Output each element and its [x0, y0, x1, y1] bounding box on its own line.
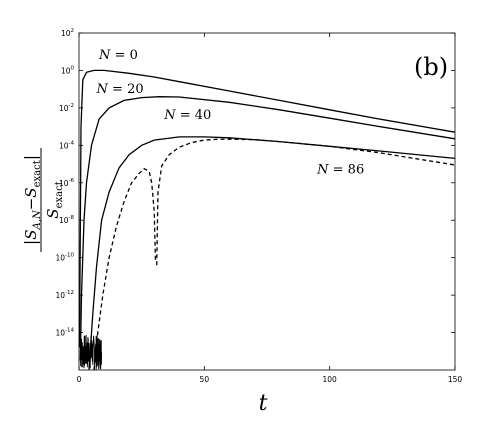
- x-tick-label: 150: [448, 375, 463, 384]
- y-axis-label: |SA,N−Sexact| Sexact: [21, 148, 65, 252]
- y-label-sub3: exact: [54, 181, 65, 208]
- y-tick-label: 10-6: [59, 178, 75, 188]
- x-ticks: 0 50 100 150: [77, 33, 463, 384]
- x-tick-label: 100: [323, 375, 338, 384]
- y-tick-label: 10-2: [59, 103, 74, 113]
- y-label-numerator: |SA,N−Sexact|: [21, 155, 43, 245]
- y-ticks: 102 100 10-2 10-4 10-6 10-8 10-10 10-12 10-14: [55, 28, 455, 338]
- y-label-s3: S: [44, 208, 62, 218]
- y-label-s1: S: [22, 229, 40, 239]
- x-tick-label: 50: [200, 375, 210, 384]
- plot-frame: [78, 32, 456, 371]
- x-tick-label: 0: [77, 375, 82, 384]
- series-label-0: N = 0: [98, 48, 138, 63]
- series-label-1: N = 20: [96, 82, 144, 97]
- series-line-0-0: [78, 69, 456, 348]
- annotations: N = 0 N = 20 N = 40 N = 86: [96, 48, 365, 177]
- series-line-3-1: [156, 138, 456, 266]
- y-label-sub2: exact: [32, 160, 43, 187]
- y-tick-label: 10-8: [59, 215, 75, 225]
- y-label-s2: S: [22, 187, 40, 197]
- y-tick-label: 10-12: [55, 290, 74, 300]
- y-label-denominator: Sexact: [44, 181, 65, 218]
- series-label-3: N = 86: [316, 162, 364, 177]
- series-line-3-0: [93, 167, 157, 371]
- y-tick-label: 10-10: [55, 253, 74, 263]
- y-label-abs-left: |: [21, 240, 40, 245]
- panel-label: (b): [414, 53, 448, 81]
- series-line-2-0: [88, 136, 456, 371]
- y-label-sub1: A,N: [32, 209, 43, 230]
- y-label-abs-right: |: [21, 155, 40, 160]
- y-tick-label: 102: [61, 28, 74, 38]
- series-line-1-0: [79, 96, 456, 361]
- y-tick-label: 10-4: [59, 140, 75, 150]
- series-label-2: N = 40: [163, 108, 211, 123]
- data-layer: [78, 69, 456, 371]
- y-tick-label: 10-14: [55, 328, 74, 338]
- y-tick-label: 100: [61, 65, 75, 75]
- x-axis-label: t: [259, 391, 268, 416]
- y-label-minus: −: [22, 198, 40, 211]
